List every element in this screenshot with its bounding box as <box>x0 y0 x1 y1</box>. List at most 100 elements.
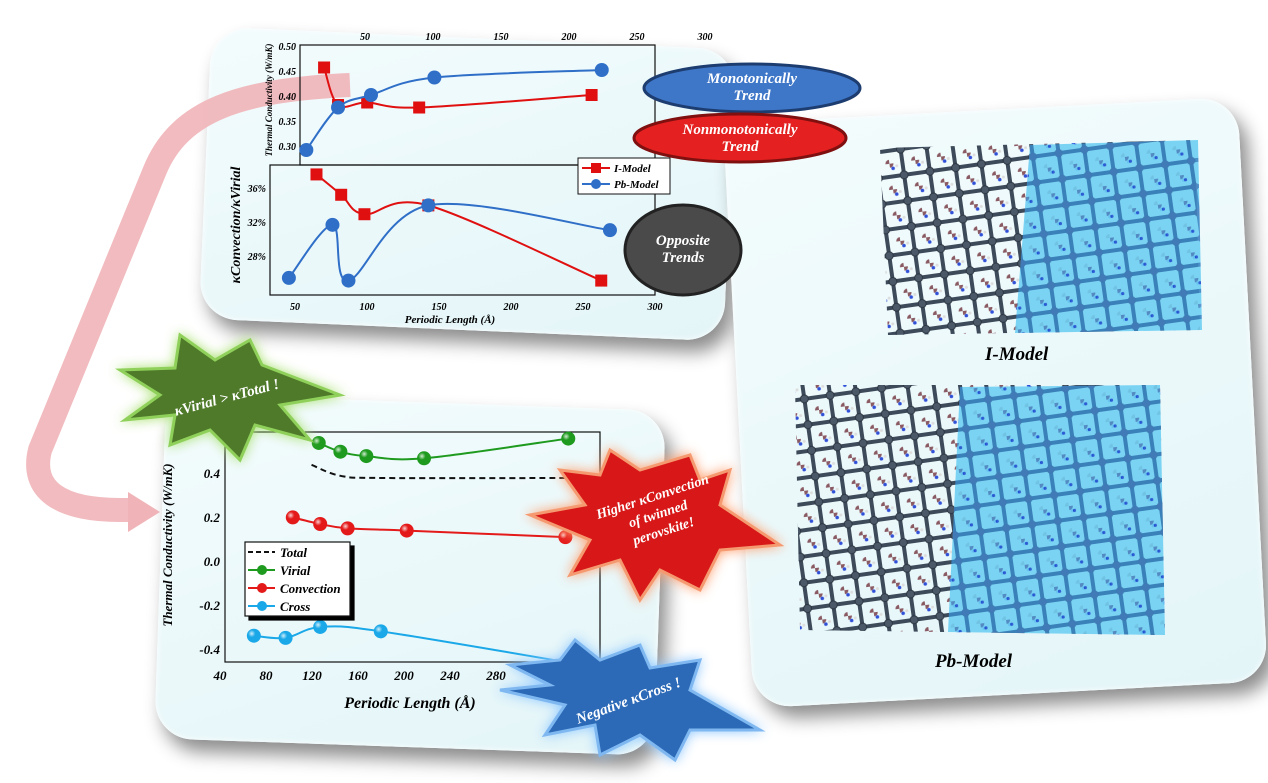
x-tick-label: 100 <box>426 32 441 43</box>
flow-arrow <box>26 73 351 522</box>
data-point-highlight <box>359 449 374 464</box>
legend-marker <box>257 601 267 611</box>
series-line-pb-model <box>305 69 602 151</box>
x-tick-label: 300 <box>697 32 713 43</box>
opposite-callout: Opposite Trends <box>623 203 743 297</box>
legend-marker <box>257 583 267 593</box>
y-tick-label: 0.30 <box>279 142 297 153</box>
x-tick-label: 250 <box>575 302 591 313</box>
i-model-label: I-Model <box>984 344 1049 365</box>
legend-label: Total <box>280 545 307 560</box>
virial-starburst: κVirial > κTotal ! <box>115 332 346 463</box>
y-tick-label: 36% <box>247 184 266 195</box>
x-tick-label: 300 <box>647 302 663 313</box>
data-point <box>341 273 356 288</box>
data-point <box>594 63 609 77</box>
callout-text: Trend <box>734 88 771 104</box>
data-point <box>413 101 426 114</box>
y-tick-label: 0.50 <box>279 42 297 53</box>
data-point <box>585 89 598 101</box>
y-tick-label: 28% <box>247 252 266 263</box>
y-tick-label: 0.45 <box>279 67 297 78</box>
data-point-highlight <box>313 517 328 531</box>
y-tick-label: 32% <box>247 218 266 229</box>
x-tick-label: 100 <box>360 302 375 313</box>
cross-starburst: Negative κCross ! <box>499 637 766 763</box>
pb-model-structure <box>795 385 1165 635</box>
data-point <box>358 208 371 221</box>
legend-label: I-Model <box>613 163 652 175</box>
x-tick-label: 280 <box>485 668 506 683</box>
data-point <box>595 274 608 287</box>
x-tick-label: 150 <box>494 32 509 43</box>
x-tick-label: 50 <box>360 32 370 43</box>
x-tick-label: 200 <box>561 32 577 43</box>
legend-marker <box>257 565 267 575</box>
data-point-highlight <box>333 444 348 459</box>
callout-text: Monotonically <box>706 71 797 87</box>
legend-label: Pb-Model <box>614 179 660 191</box>
data-point <box>325 217 340 232</box>
series-line-pb-model <box>288 202 611 282</box>
data-point-highlight <box>399 523 414 538</box>
data-point-highlight <box>561 431 576 446</box>
callout-text: Trends <box>662 250 705 266</box>
data-point <box>335 188 348 201</box>
callout-text: Opposite <box>656 233 711 249</box>
monotonic-callout: Monotonically Trend <box>642 62 862 114</box>
y-tick-label: 0.35 <box>279 117 297 128</box>
legend-label: Cross <box>280 599 310 614</box>
upper-y-axis-label: Thermal Conductivity (W/mK) <box>264 43 274 156</box>
data-point <box>364 88 378 102</box>
data-point-highlight <box>373 624 388 639</box>
data-point <box>299 143 314 157</box>
x-tick-label: 250 <box>629 32 645 43</box>
y-tick-label: 0.4 <box>204 466 221 481</box>
data-point <box>602 223 617 238</box>
x-tick-label: 80 <box>260 668 274 683</box>
data-point-highlight <box>285 510 300 525</box>
y-tick-label: 0.2 <box>204 510 221 525</box>
nonmonotonic-callout: Nonmonotonically Trend <box>632 112 848 164</box>
top-figure: 50 100 150 200 250 300 0.30 0.35 0.40 0.45 0.50 50 1… <box>229 32 713 326</box>
series-line-i-model <box>315 173 602 282</box>
legend-marker <box>591 163 601 173</box>
x-tick-label: 200 <box>503 302 519 313</box>
data-point <box>421 198 436 213</box>
callout-text: Nonmonotonically <box>681 122 797 138</box>
convection-starburst: Higher κConvection of twinned perovskite… <box>524 447 785 603</box>
y-tick-label: 0.0 <box>204 554 221 569</box>
data-point <box>427 70 442 85</box>
x-tick-label: 240 <box>439 668 460 683</box>
legend-label: Convection <box>280 581 341 596</box>
pb-model-label: Pb-Model <box>934 651 1013 672</box>
data-point <box>310 168 323 181</box>
series-line-total <box>311 463 572 480</box>
data-point-highlight <box>417 451 432 466</box>
data-point-highlight <box>278 630 293 645</box>
legend-marker <box>591 179 601 189</box>
bottom-figure: 40 80 120 160 200 240 280 -0.4 -0.2 0.0 0.2 0.4 Peri… <box>160 431 601 712</box>
data-point-highlight <box>340 521 355 536</box>
data-point-highlight <box>558 530 573 545</box>
x-axis-label: Periodic Length (Å) <box>405 314 495 326</box>
x-tick-label: 150 <box>432 302 447 313</box>
i-model-structure <box>880 140 1202 335</box>
lower-y-axis-label: κConvection/κVirial <box>229 167 244 284</box>
x-tick-label: 160 <box>348 668 368 683</box>
series-line-virial <box>318 437 569 461</box>
data-point-highlight <box>246 628 261 643</box>
legend-label: Virial <box>280 563 311 578</box>
data-point-highlight <box>311 435 326 450</box>
x-tick-label: 120 <box>302 668 322 683</box>
data-point <box>331 100 346 115</box>
data-point-highlight <box>313 619 328 634</box>
x-tick-label: 50 <box>290 302 300 313</box>
arrow-head-icon <box>128 492 160 532</box>
y-tick-label: -0.4 <box>199 642 220 657</box>
series-line-convection <box>292 516 566 539</box>
data-point <box>281 270 296 285</box>
x-axis-label: Periodic Length (Å) <box>343 694 476 712</box>
x-tick-label: 40 <box>213 668 228 683</box>
